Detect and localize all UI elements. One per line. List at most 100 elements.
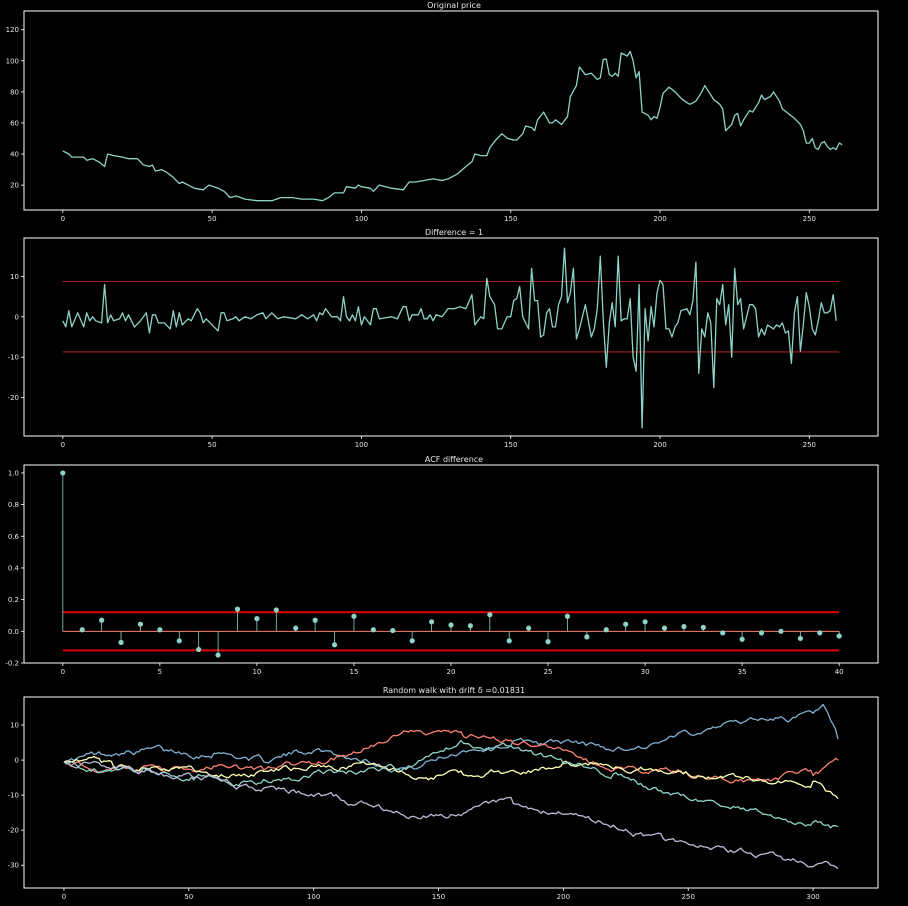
plot-area	[62, 50, 843, 202]
y-tick-label: 1.0	[8, 469, 19, 477]
y-tick-label: -30	[8, 862, 19, 870]
acf-marker	[700, 624, 706, 630]
subplot-2: 0 50 100 150 200 250 -20 -10 0 10	[8, 237, 879, 449]
x-tick-label: 0	[62, 893, 66, 901]
x-tick-label: 100	[307, 893, 320, 901]
acf-marker	[797, 635, 803, 642]
acf-marker	[370, 627, 376, 633]
acf-marker	[758, 630, 765, 636]
acf-marker	[137, 621, 144, 627]
x-tick-label: 250	[803, 441, 816, 449]
y-tick-label: 20	[10, 182, 19, 190]
x-tick-label: 0	[61, 215, 65, 223]
x-tick-label: 35	[738, 668, 747, 676]
acf-marker	[778, 628, 784, 634]
x-tick-label: 0	[61, 668, 65, 676]
title-random-walk: Random walk with drift δ =0.01831	[383, 686, 525, 695]
y-tick-label: 0	[15, 757, 19, 765]
acf-marker	[681, 623, 687, 630]
x-tick-label: 50	[208, 215, 217, 223]
x-tick-label: 150	[504, 215, 517, 223]
acf-marker	[254, 616, 260, 622]
series-line-walk-1	[63, 703, 839, 773]
y-tick-label: 0.2	[8, 596, 19, 604]
acf-marker	[118, 639, 124, 646]
subplot-3: 0 5 10 15 20 25 30 35 40 -0.2 0.0 0.2 0.4 0.6 0.8 1.0	[5, 464, 879, 676]
plot-area	[60, 470, 842, 658]
series-line-walk-2	[63, 729, 839, 784]
y-tick-label: 0.8	[8, 501, 19, 509]
y-tick-label: 100	[6, 57, 19, 65]
acf-marker	[293, 625, 299, 631]
y-tick-label: -0.2	[5, 660, 19, 668]
axes-frame	[23, 696, 879, 889]
acf-marker	[60, 470, 66, 476]
x-tick-label: 5	[158, 668, 162, 676]
y-tick-label: 120	[6, 26, 19, 34]
acf-marker	[215, 652, 221, 658]
x-tick-label: 200	[557, 893, 570, 901]
y-tick-label: 60	[10, 119, 19, 127]
y-tick-label: -10	[8, 792, 19, 800]
acf-marker	[157, 627, 163, 633]
x-tick-label: 250	[682, 893, 695, 901]
acf-marker	[564, 613, 571, 619]
acf-marker	[331, 642, 338, 648]
x-tick-label: 20	[447, 668, 456, 676]
acf-marker	[642, 619, 648, 625]
y-tick-label: 0.6	[8, 533, 20, 541]
y-tick-label: 0.0	[8, 628, 19, 636]
y-tick-label: 0	[15, 313, 19, 321]
series-line-walk-5	[63, 760, 839, 870]
x-tick-label: 30	[641, 668, 650, 676]
acf-marker	[176, 638, 182, 644]
series-line-diff	[62, 247, 837, 429]
acf-marker	[467, 623, 474, 629]
plot-area	[63, 703, 839, 870]
y-tick-label: 40	[10, 151, 19, 159]
acf-marker	[448, 622, 454, 628]
title-difference: Difference = 1	[425, 228, 483, 237]
subplot-1: 0 50 100 150 200 250 20 40 60 80 100 120	[6, 10, 879, 223]
subplot-4: 0 50 100 150 200 250 300 -30 -20 -10 0 10	[8, 696, 879, 901]
axes-frame	[23, 464, 879, 664]
x-tick-label: 50	[208, 441, 217, 449]
title-original-price: Original price	[427, 1, 481, 10]
x-tick-label: 300	[806, 893, 819, 901]
acf-marker	[196, 646, 202, 653]
x-tick-label: 200	[653, 215, 666, 223]
axes-frame	[23, 237, 879, 437]
acf-marker	[739, 636, 745, 642]
acf-marker	[312, 617, 318, 623]
y-tick-label: 10	[10, 722, 19, 730]
series-line-walk-4	[63, 739, 839, 829]
x-tick-label: 50	[184, 893, 193, 901]
series-line-price	[62, 50, 843, 202]
y-tick-label: 10	[10, 273, 19, 281]
x-tick-label: 150	[504, 441, 517, 449]
acf-marker	[526, 625, 532, 631]
acf-marker	[351, 613, 357, 619]
x-tick-label: 40	[835, 668, 844, 676]
acf-marker	[99, 617, 105, 623]
acf-marker	[720, 630, 726, 636]
acf-marker	[584, 634, 590, 640]
acf-marker	[506, 638, 512, 644]
acf-marker	[623, 621, 629, 627]
y-tick-label: -10	[8, 354, 19, 362]
x-tick-label: 10	[252, 668, 261, 676]
acf-marker	[428, 619, 435, 625]
series-line-walk-3	[63, 755, 839, 800]
y-tick-label: -20	[8, 394, 19, 402]
x-tick-label: 100	[355, 441, 368, 449]
acf-marker	[836, 633, 842, 639]
title-acf: ACF difference	[425, 455, 483, 464]
x-tick-label: 150	[432, 893, 445, 901]
plot-area	[62, 247, 840, 429]
y-tick-label: 0.4	[8, 564, 20, 572]
acf-marker	[79, 627, 85, 633]
y-tick-label: 80	[10, 88, 19, 96]
x-tick-label: 25	[544, 668, 553, 676]
